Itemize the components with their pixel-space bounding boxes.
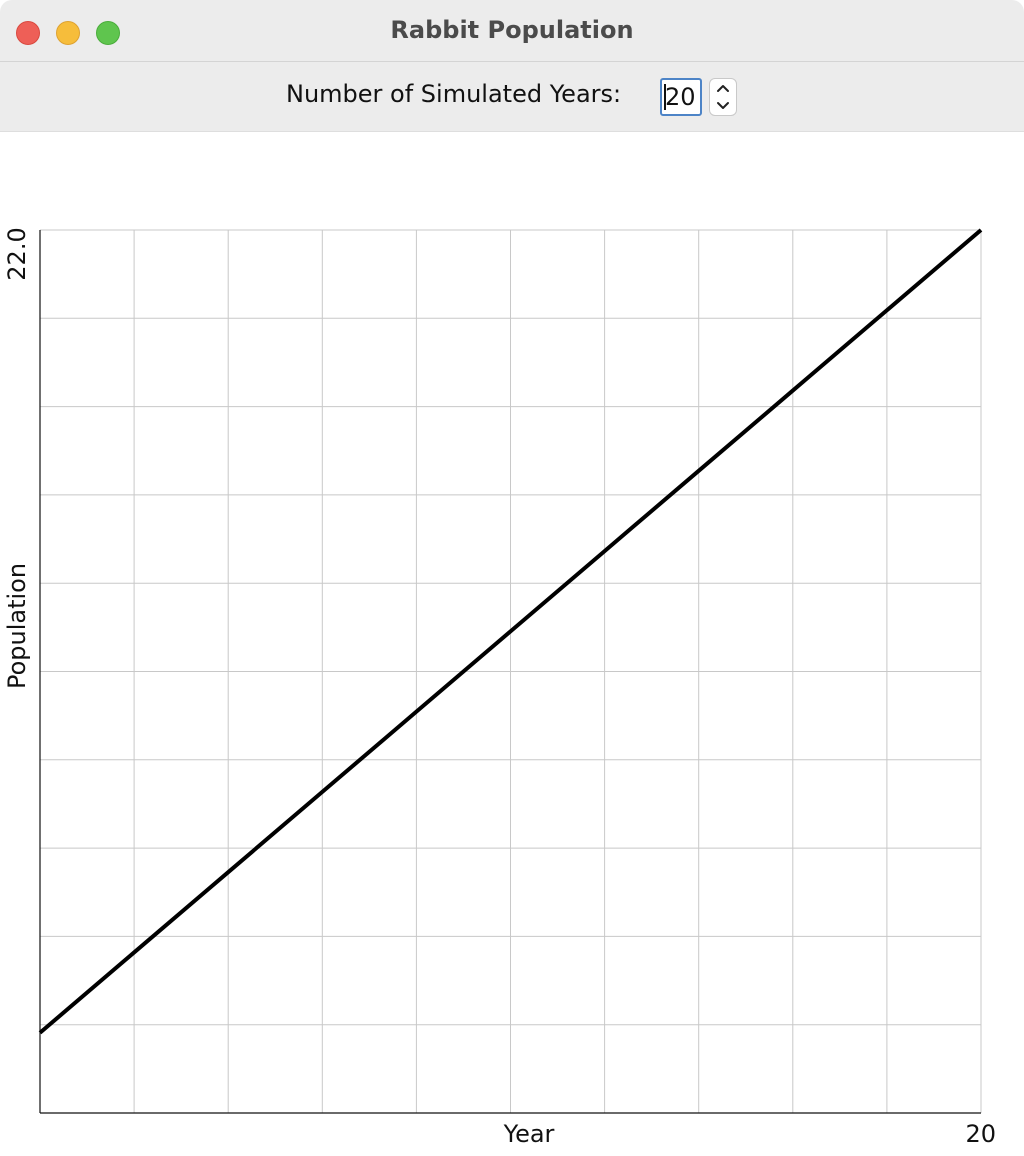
chart-grid	[40, 229, 982, 1113]
step-up-button[interactable]	[710, 79, 736, 97]
zoom-window-button[interactable]	[96, 21, 120, 45]
step-down-button[interactable]	[710, 97, 736, 115]
window-title: Rabbit Population	[390, 16, 634, 44]
population-chart	[38, 228, 983, 1114]
y-axis-max-tick-label: 22.0	[3, 227, 31, 281]
title-bar: Rabbit Population	[0, 0, 1024, 62]
controls-bar: Number of Simulated Years:	[0, 62, 1024, 132]
chart-series	[38, 228, 983, 1035]
years-label: Number of Simulated Years:	[286, 80, 622, 108]
x-axis-max-tick-label: 20	[965, 1120, 996, 1148]
text-caret	[664, 84, 666, 110]
y-axis-label: Population	[3, 562, 31, 690]
chart-axes	[39, 230, 981, 1114]
chevron-down-icon	[717, 102, 729, 109]
x-axis-label: Year	[503, 1120, 555, 1148]
minimize-window-button[interactable]	[56, 21, 80, 45]
years-stepper[interactable]	[709, 78, 737, 116]
close-window-button[interactable]	[16, 21, 40, 45]
chevron-up-icon	[717, 85, 729, 92]
years-input[interactable]	[660, 78, 702, 116]
population-series-line	[38, 228, 983, 1035]
